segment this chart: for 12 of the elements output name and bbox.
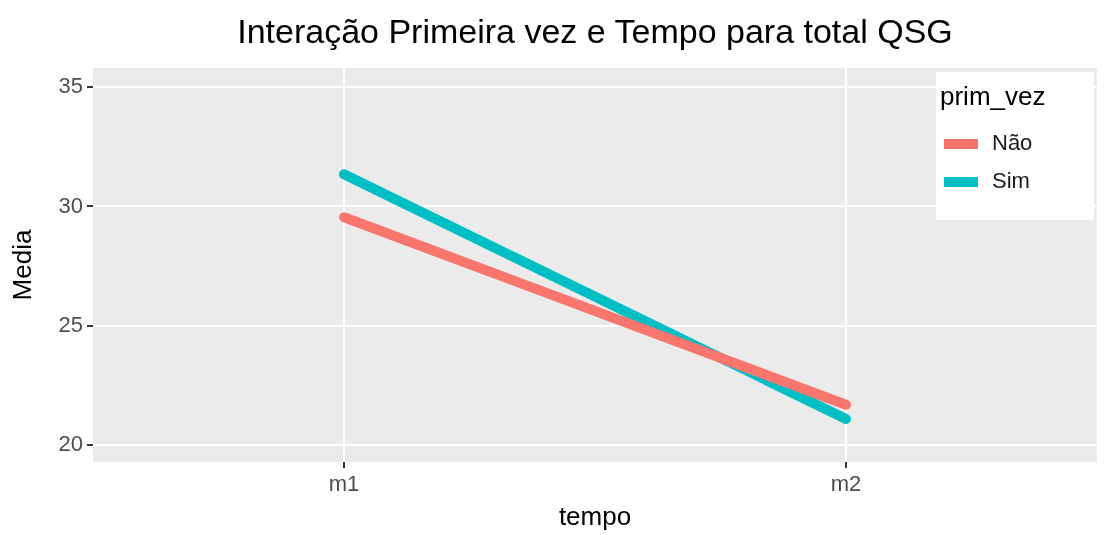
legend-label: Não [992,130,1033,156]
y-tick-label: 20 [58,431,83,457]
legend-title: prim_vez [940,81,1046,112]
legend-label: Sim [992,168,1030,194]
chart-title: Interação Primeira vez e Tempo para total QSG [237,12,953,51]
x-tick-label: m1 [328,471,360,497]
y-tick-label: 35 [58,73,83,99]
x-axis-title: tempo [558,501,632,532]
x-tick-label: m2 [830,471,862,497]
y-tick-label: 25 [58,311,83,337]
y-tick-label: 30 [58,192,83,218]
y-axis-title: Media [7,229,38,301]
